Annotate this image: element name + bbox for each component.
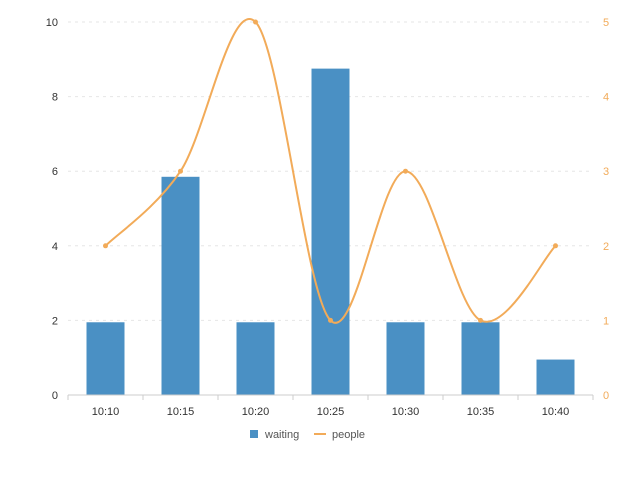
y-right-tick-label: 2: [603, 241, 609, 253]
y-axis-left: 0 2 4 6 8 10: [46, 17, 58, 402]
bar-10:30[interactable]: [386, 322, 425, 395]
x-tick-label: 10:30: [392, 406, 420, 418]
x-tick-label: 10:25: [317, 406, 345, 418]
point-10:15[interactable]: [178, 168, 183, 174]
point-10:20[interactable]: [253, 19, 258, 25]
legend-label-waiting: waiting: [264, 429, 299, 441]
x-tick-label: 10:20: [242, 406, 270, 418]
x-tick-label: 10:10: [92, 406, 120, 418]
bar-10:25[interactable]: [311, 68, 350, 395]
point-10:30[interactable]: [403, 168, 408, 174]
y-left-tick-label: 8: [52, 92, 58, 104]
y-right-tick-label: 3: [603, 166, 609, 178]
y-left-tick-label: 10: [46, 17, 58, 29]
legend-swatch-waiting: [250, 430, 258, 438]
bar-10:35[interactable]: [461, 322, 500, 395]
point-10:40[interactable]: [553, 243, 558, 249]
y-axis-right: 0 1 2 3 4 5: [603, 17, 609, 402]
y-right-tick-label: 4: [603, 92, 609, 104]
bar-10:40[interactable]: [536, 359, 575, 395]
point-10:35[interactable]: [478, 317, 483, 323]
y-left-tick-label: 2: [52, 315, 58, 327]
x-tick-label: 10:35: [467, 406, 495, 418]
legend-label-people: people: [332, 429, 365, 441]
x-tick-label: 10:40: [542, 406, 570, 418]
y-right-tick-label: 1: [603, 315, 609, 327]
point-10:25[interactable]: [328, 317, 333, 323]
bar-series-waiting: [86, 68, 575, 395]
line-points-people: [103, 19, 558, 323]
point-10:10[interactable]: [103, 243, 108, 249]
y-right-tick-label: 5: [603, 17, 609, 29]
x-axis-ticks: 10:10 10:15 10:20 10:25 10:30 10:35 10:40: [67, 395, 594, 418]
legend: waiting people: [250, 429, 365, 441]
x-tick-label: 10:15: [167, 406, 195, 418]
bar-10:20[interactable]: [236, 322, 275, 395]
y-left-tick-label: 0: [52, 390, 58, 402]
bar-10:10[interactable]: [86, 322, 125, 395]
y-left-tick-label: 4: [52, 241, 58, 253]
y-right-tick-label: 0: [603, 390, 609, 402]
y-left-tick-label: 6: [52, 166, 58, 178]
bar-10:15[interactable]: [161, 176, 200, 395]
